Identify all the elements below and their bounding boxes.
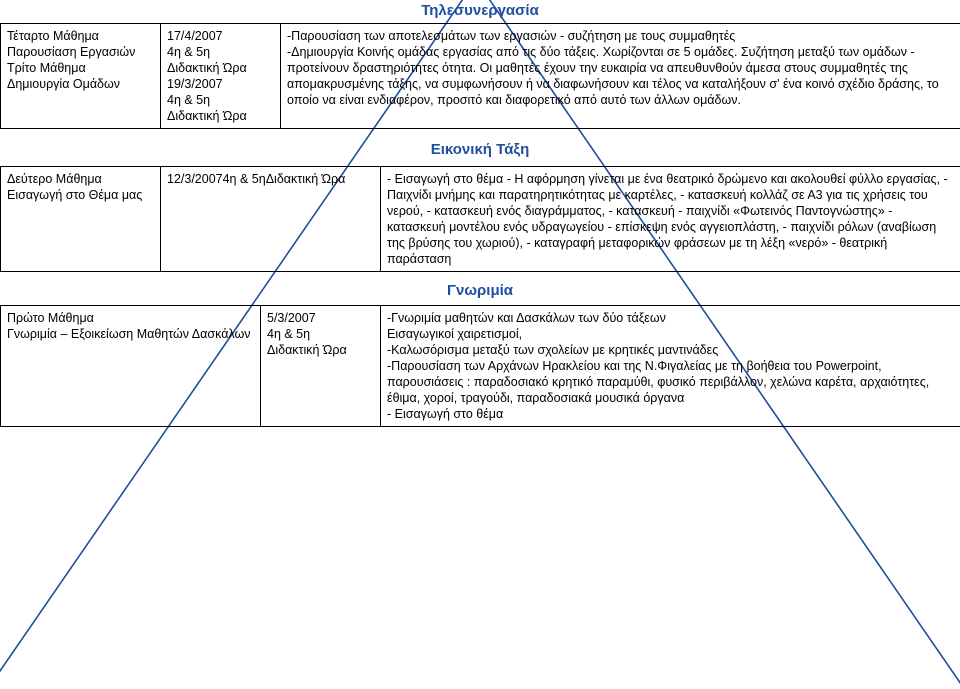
row2-cell-mid: 12/3/20074η & 5ηΔιδακτική Ώρα bbox=[161, 167, 381, 272]
table-row3: Πρώτο Μάθημα Γνωριμία – Εξοικείωση Μαθητ… bbox=[0, 305, 960, 427]
row1-cell-right: -Παρουσίαση των αποτελεσμάτων των εργασι… bbox=[281, 24, 960, 129]
row1-cell-left: Τέταρτο Μάθημα Παρουσίαση Εργασιών Τρίτο… bbox=[1, 24, 161, 129]
section-title-1: Τηλεσυνεργασία bbox=[0, 2, 960, 19]
row2-cell-right: - Εισαγωγή στο θέμα - Η αφόρμηση γίνεται… bbox=[381, 167, 960, 272]
row2-cell-left: Δεύτερο Μάθημα Εισαγωγή στο Θέμα μας bbox=[1, 167, 161, 272]
section-title-2: Εικονική Τάξη bbox=[0, 141, 960, 158]
row3-cell-mid: 5/3/2007 4η & 5η Διδακτική Ώρα bbox=[261, 306, 381, 427]
section-title-3: Γνωριμία bbox=[0, 282, 960, 299]
row3-cell-right: -Γνωριμία μαθητών και Δασκάλων των δύο τ… bbox=[381, 306, 960, 427]
table-row2: Δεύτερο Μάθημα Εισαγωγή στο Θέμα μας 12/… bbox=[0, 166, 960, 272]
table-row1: Τέταρτο Μάθημα Παρουσίαση Εργασιών Τρίτο… bbox=[0, 23, 960, 129]
row3-cell-left: Πρώτο Μάθημα Γνωριμία – Εξοικείωση Μαθητ… bbox=[1, 306, 261, 427]
content-area: Τηλεσυνεργασία Τέταρτο Μάθημα Παρουσίαση… bbox=[0, 0, 960, 689]
row1-cell-mid: 17/4/2007 4η & 5η Διδακτική Ώρα 19/3/200… bbox=[161, 24, 281, 129]
